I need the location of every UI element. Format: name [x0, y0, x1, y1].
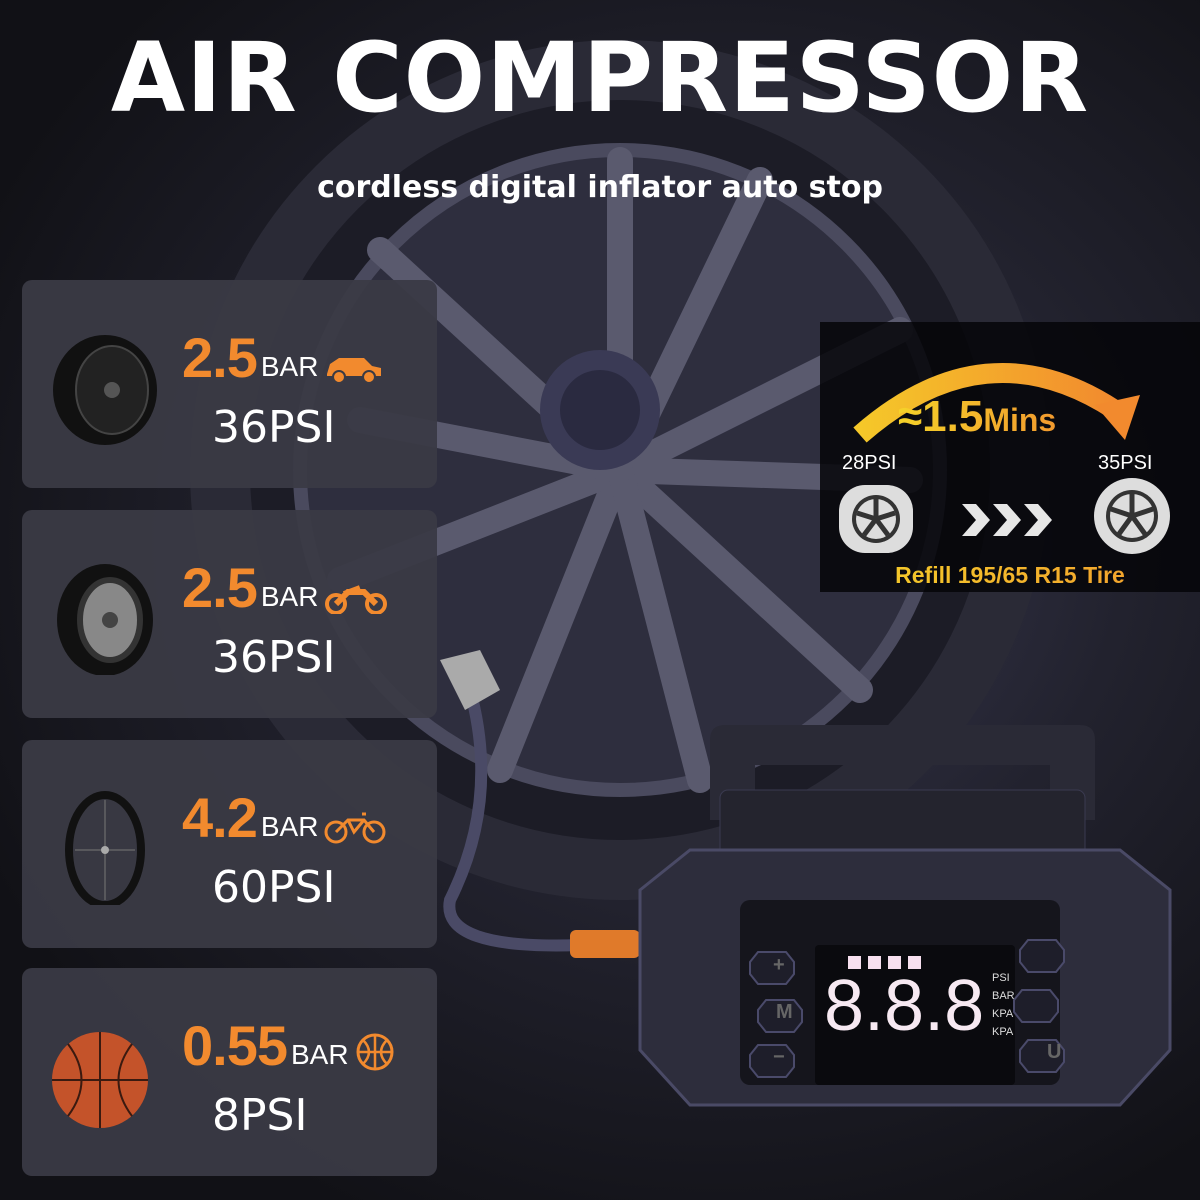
- car-icon: [327, 358, 382, 384]
- end-pressure: 35PSI: [1098, 452, 1153, 474]
- car-tire-image: [53, 335, 157, 445]
- page-title: AIR COMPRESSOR: [110, 22, 1090, 134]
- bar-unit: BAR: [291, 1039, 349, 1070]
- psi-value: 36PSI: [212, 402, 336, 453]
- bicycle-icon: [324, 812, 386, 844]
- flat-tire-icon: [839, 485, 913, 553]
- minus-button: −: [773, 1046, 785, 1068]
- bar-unit: BAR: [260, 581, 319, 612]
- psi-value: 36PSI: [212, 632, 336, 683]
- unit-label-kpa-2: KPA: [992, 1026, 1014, 1038]
- motorcycle-icon: [325, 585, 388, 614]
- bar-unit: BAR: [260, 351, 319, 382]
- mode-button: M: [776, 1001, 793, 1023]
- unit-button: U: [1047, 1041, 1062, 1063]
- refill-caption: Refill 195/65 R15 Tire: [820, 562, 1200, 589]
- card-bicycle-wheel: 4.2 BAR 60PSI: [22, 740, 437, 948]
- full-tire-icon: [1094, 478, 1170, 554]
- page-subtitle: cordless digital inflator auto stop: [317, 170, 883, 205]
- card-car-tire: 2.5 BAR 36PSI: [22, 280, 437, 488]
- lcd-display: 8.8.8: [824, 966, 985, 1046]
- bar-value: 0.55: [182, 1014, 288, 1077]
- arrows-icon: [962, 504, 1052, 536]
- card-motorcycle-tire: 2.5 BAR 36PSI: [22, 510, 437, 718]
- unit-label-psi: PSI: [992, 972, 1010, 984]
- air-compressor-device: [638, 725, 1172, 1107]
- card-basketball: 0.55 BAR 8PSI: [22, 968, 437, 1176]
- curved-arrow-icon: [853, 362, 1140, 443]
- motorcycle-tire-image: [57, 564, 153, 675]
- unit-label-kpa: KPA: [992, 1008, 1014, 1020]
- bar-value: 4.2: [182, 786, 258, 849]
- basketball-image: [52, 1032, 148, 1128]
- bar-value: 2.5: [182, 556, 258, 619]
- bar-unit: BAR: [260, 811, 319, 842]
- unit-label-bar: BAR: [992, 990, 1015, 1002]
- plus-button: +: [773, 954, 785, 976]
- start-pressure: 28PSI: [842, 452, 897, 474]
- psi-value: 60PSI: [212, 862, 336, 913]
- bicycle-wheel-image: [65, 791, 145, 905]
- bar-value: 2.5: [182, 326, 258, 389]
- basketball-icon: [356, 1033, 394, 1071]
- psi-value: 8PSI: [212, 1090, 308, 1141]
